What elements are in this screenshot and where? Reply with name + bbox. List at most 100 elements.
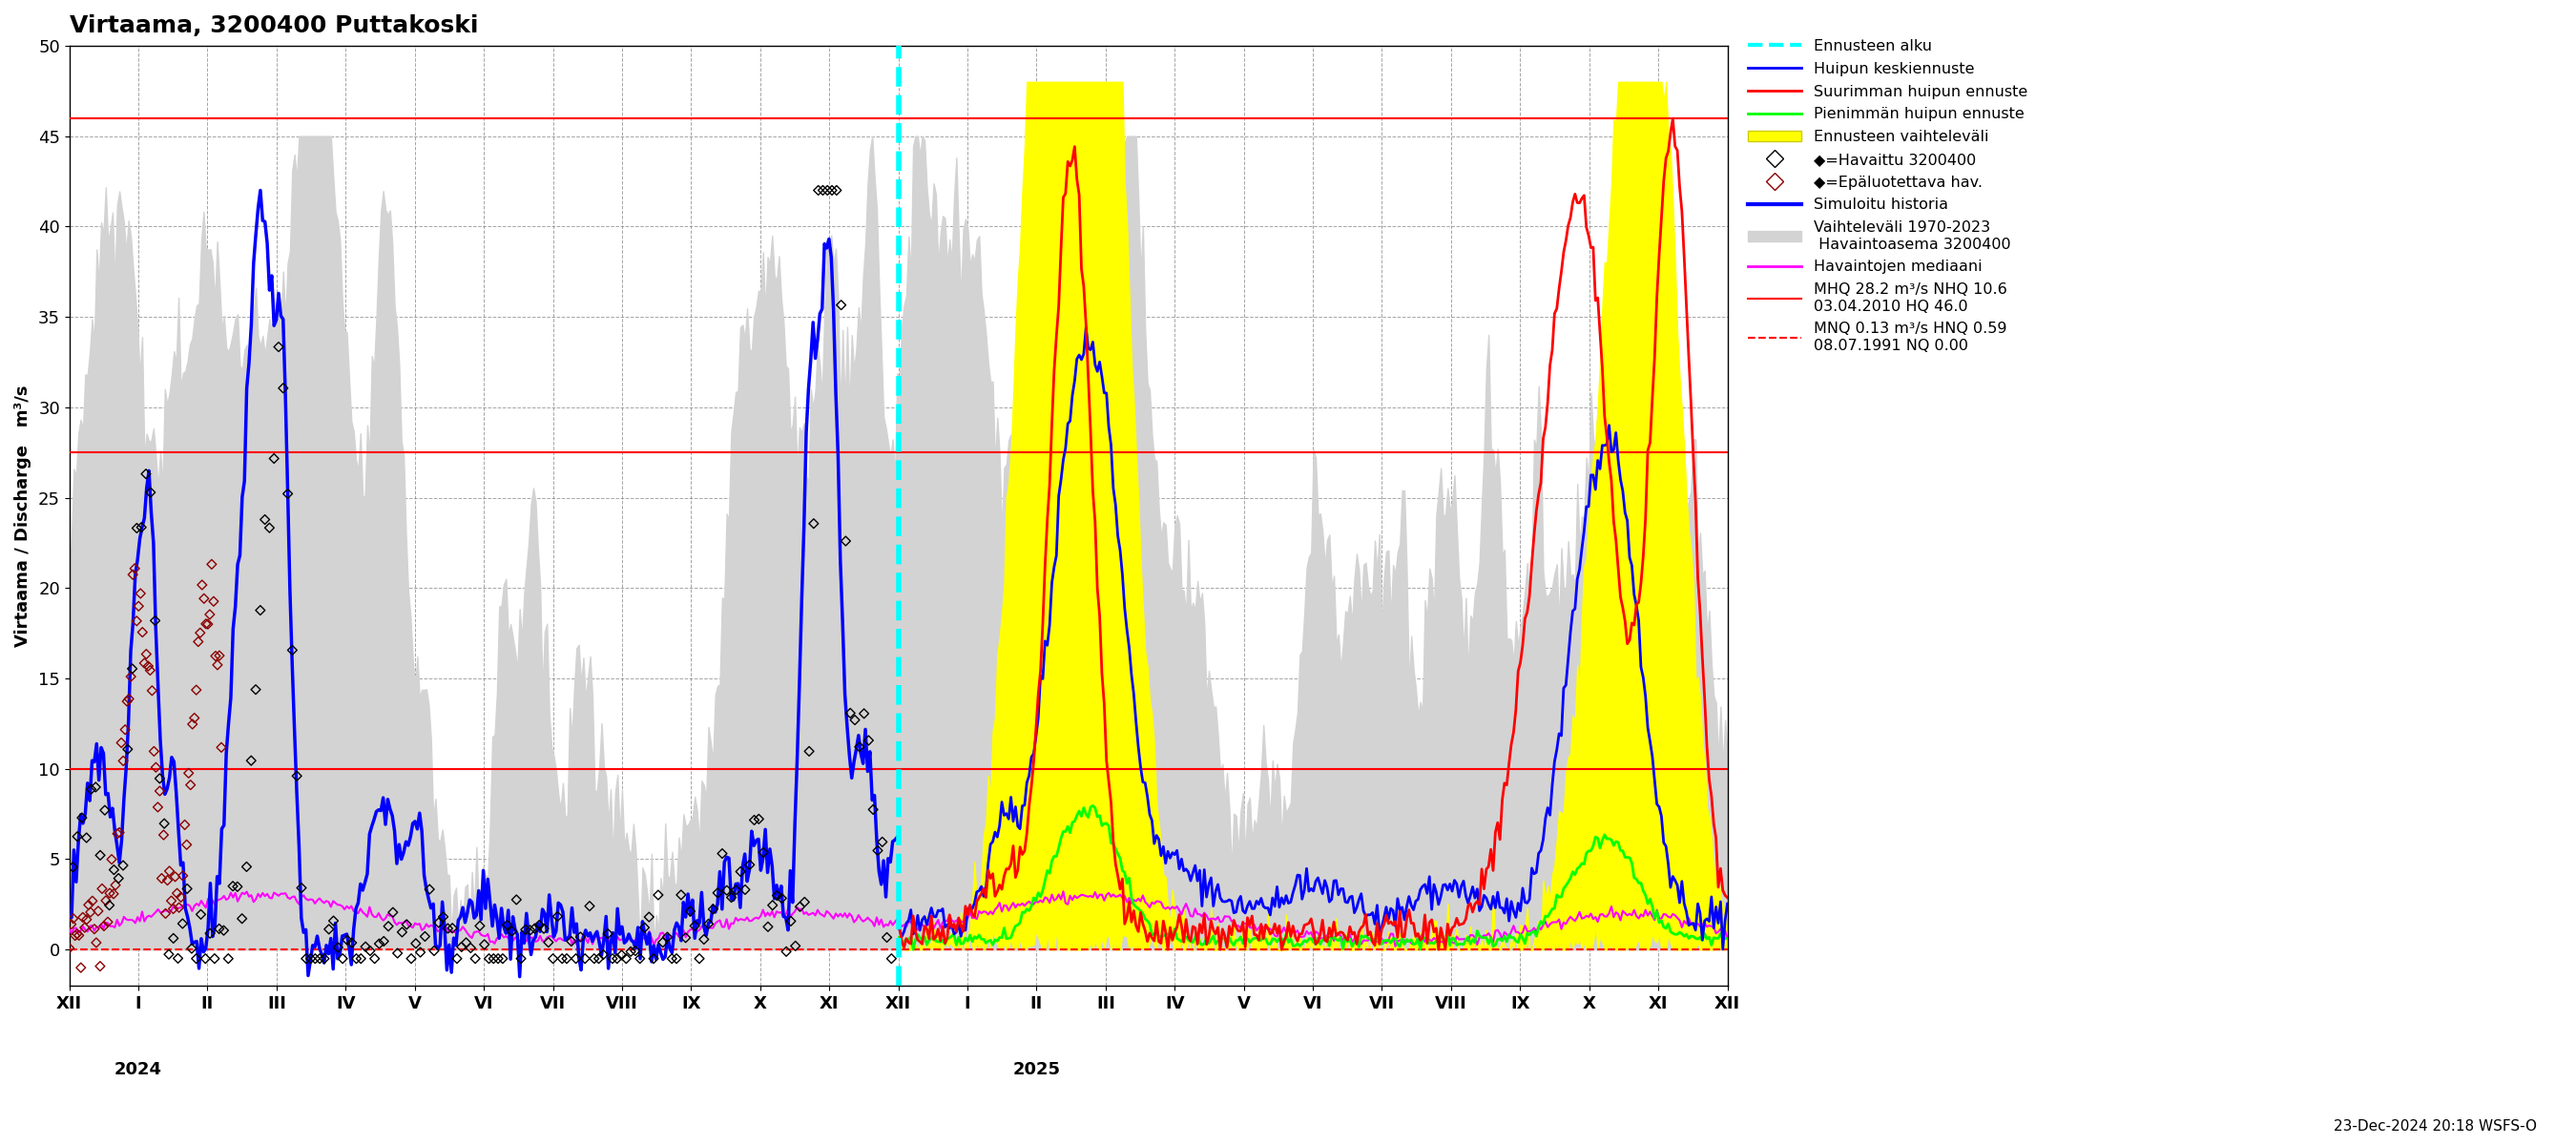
Point [188,615,229,633]
Point [180,576,222,594]
Point [147,871,188,890]
Point [196,656,237,674]
Point [160,889,201,907]
Point [724,881,765,899]
Point [191,555,232,574]
Point [453,949,495,968]
Point [350,941,392,960]
Point [464,935,505,954]
Point [629,908,670,926]
Point [129,483,170,502]
Point [82,917,124,935]
Point [90,851,131,869]
Point [415,941,456,960]
Point [252,449,294,467]
Point [149,945,191,963]
Point [752,897,793,915]
Point [536,907,577,925]
Point [719,862,760,881]
Point [451,939,492,957]
Point [309,921,350,939]
Point [871,949,912,968]
Point [149,892,191,910]
Point [93,861,134,879]
Point [270,641,312,660]
Point [693,900,734,918]
Point [173,714,214,733]
Text: 23-Dec-2024 20:18 WSFS-O: 23-Dec-2024 20:18 WSFS-O [2334,1120,2537,1134]
Point [134,742,175,760]
Point [670,902,711,921]
Legend: Ennusteen alku, Huipun keskiennuste, Suurimman huipun ennuste, Pienimmän huipun : Ennusteen alku, Huipun keskiennuste, Suu… [1744,34,2032,357]
Point [75,919,116,938]
Point [250,519,291,537]
Point [446,933,487,951]
Point [229,751,270,769]
Point [70,780,111,798]
Point [641,933,683,951]
Point [304,949,345,968]
Point [77,902,118,921]
Point [556,949,598,968]
Point [770,911,811,930]
Point [62,808,103,827]
Point [582,946,623,964]
Point [765,942,806,961]
Point [482,949,523,968]
Point [165,815,206,834]
Point [577,949,618,968]
Point [137,798,178,816]
Point [345,938,386,956]
Point [842,704,884,722]
Point [152,900,193,918]
Point [198,647,240,665]
Point [783,893,824,911]
Point [276,767,317,785]
Point [222,909,263,927]
Point [757,886,799,905]
Point [162,867,204,885]
Point [569,897,611,915]
Point [191,924,232,942]
Point [85,892,126,910]
Point [129,661,170,679]
Point [677,949,719,968]
Point [811,181,853,199]
Point [775,937,817,955]
Text: Virtaama, 3200400 Puttakoski: Virtaama, 3200400 Puttakoski [70,14,479,37]
Point [193,592,234,610]
Point [67,829,108,847]
Point [183,590,224,608]
Point [62,908,103,926]
Point [162,915,204,933]
Point [268,484,309,503]
Point [559,927,600,946]
Point [392,949,433,968]
Point [332,933,374,951]
Point [734,811,775,829]
Point [80,846,121,864]
Point [88,913,129,931]
Point [340,949,381,968]
Point [822,295,863,314]
Point [54,926,95,945]
Point [747,917,788,935]
Point [492,922,533,940]
Point [515,919,556,938]
Point [618,949,659,968]
Point [108,689,149,708]
Point [59,958,100,977]
Point [142,869,183,887]
Point [149,862,191,881]
Point [173,709,214,727]
Point [657,949,698,968]
Point [72,892,113,910]
Point [139,782,180,800]
Point [523,919,564,938]
Point [510,921,551,939]
Point [294,949,335,968]
Point [291,949,332,968]
Point [49,939,90,957]
Point [57,828,98,846]
Point [353,949,394,968]
